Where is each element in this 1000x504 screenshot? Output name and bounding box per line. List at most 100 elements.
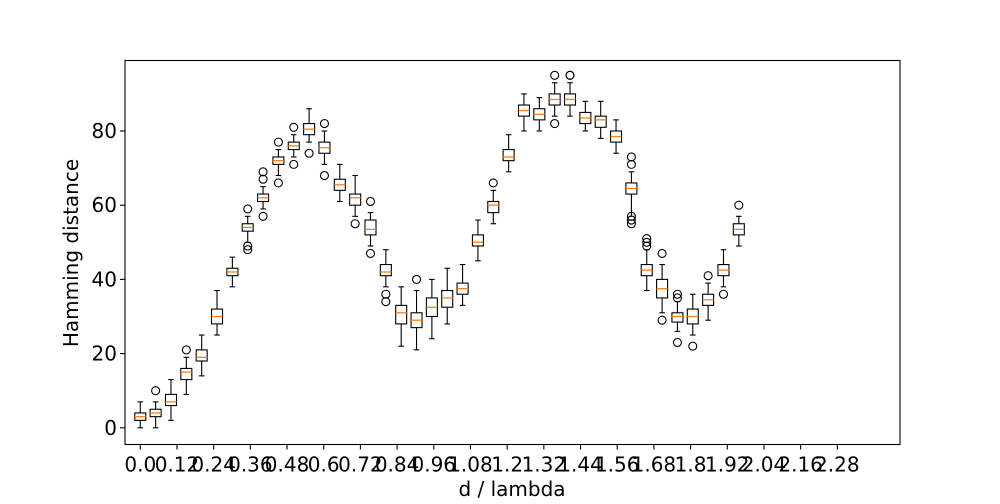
box-32 [625,152,638,229]
x-tick-label: 1.08 [448,453,493,477]
outlier-point [304,148,314,158]
box-body [164,393,178,407]
outlier-point [672,289,682,299]
outlier-point [243,245,253,255]
x-tick-label: 1.92 [705,453,750,477]
box-16 [379,249,392,307]
y-tick-label: 20 [92,342,117,366]
y-tick-label: 0 [104,416,117,440]
box-5 [210,289,224,336]
box-33 [640,234,653,292]
box-37 [702,271,715,321]
box-38 [717,249,730,299]
x-tick-label: 0.24 [191,453,236,477]
box-21 [456,264,469,306]
outlier-point [642,241,652,251]
box-28 [563,70,577,117]
y-tick-label: 40 [92,267,117,291]
box-26 [533,97,546,132]
outlier-point [626,211,636,221]
x-tick-label: 1.44 [558,453,603,477]
box-18 [410,274,423,351]
box-body [471,234,484,247]
box-3 [180,345,193,395]
x-tick-label: 1.56 [595,453,640,477]
x-tick-label: 0.96 [412,453,457,477]
outlier-point [488,178,498,188]
box-25 [517,93,531,132]
x-tick-label: 0.72 [338,453,383,477]
box-27 [548,70,561,129]
outlier-point [181,345,191,355]
x-tick-label: 2.16 [778,453,823,477]
box-10 [287,122,300,169]
box-body [349,193,362,206]
x-tick-label: 0.12 [155,453,200,477]
outlier-point [672,293,682,303]
outlier-point [273,137,283,147]
outlier-point [365,248,376,258]
outlier-point [258,211,268,221]
box-23 [487,178,500,225]
outlier-point [550,70,560,80]
box-body [395,304,408,325]
outlier-point [626,152,636,162]
outlier-point [151,386,161,396]
box-0 [134,401,147,429]
outlier-point [289,159,299,169]
x-tick-label: 0.6 [308,453,340,477]
outlier-point [626,215,636,225]
box-body [441,289,454,308]
outlier-point [626,219,636,229]
box-body [594,115,607,128]
box-4 [195,334,208,377]
boxes-group [134,70,745,429]
box-30 [594,100,607,139]
box-11 [303,108,316,158]
box-9 [272,137,285,188]
outlier-point [718,289,729,299]
box-body [180,367,193,381]
x-tick-label: 0.0 [124,453,156,477]
box-15 [364,196,377,258]
outlier-point [258,167,268,177]
outlier-point [365,196,376,207]
box-body [502,148,515,162]
outlier-point [672,337,682,348]
outlier-point [243,241,253,251]
x-tick-label: 0.48 [265,453,310,477]
outlier-point [381,289,391,299]
box-19 [425,278,438,340]
x-axis: 0.00.120.240.360.480.60.720.840.961.081.… [124,444,860,477]
box-35 [671,289,684,348]
outlier-point [258,174,268,184]
outlier-point [350,219,360,229]
y-tick-label: 80 [92,119,117,143]
outlier-point [642,237,652,247]
outlier-point [734,200,744,210]
y-axis: 0 20 40 60 80 [92,119,125,440]
y-tick-label: 60 [92,193,117,217]
box-body [671,312,684,323]
box-body [379,264,392,277]
plot-frame [124,59,901,446]
x-tick-label: 2.28 [815,453,860,477]
outlier-point [243,204,253,214]
outlier-point [273,178,283,188]
box-8 [257,167,270,221]
x-tick-label: 1.68 [632,453,677,477]
x-axis-label: d / lambda [458,477,565,500]
box-39 [732,200,745,247]
outlier-point [550,119,560,129]
x-tick-label: 1.32 [522,453,567,477]
outlier-point [657,248,667,258]
box-24 [502,134,515,173]
outlier-point [657,315,667,325]
outlier-point [381,297,391,307]
outlier-point [688,341,698,351]
y-axis-label: Hamming distance [59,159,83,347]
box-13 [333,163,346,203]
outlier-point [642,234,652,244]
